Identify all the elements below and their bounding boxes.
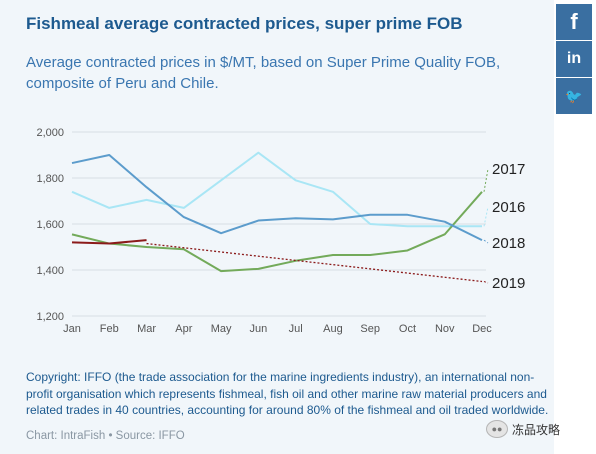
- x-tick-label: Oct: [399, 323, 416, 335]
- y-tick-label: 1,800: [36, 173, 64, 185]
- x-tick-label: Jan: [63, 323, 81, 335]
- series-label-2016: 2016: [492, 199, 525, 216]
- twitter-share-button[interactable]: 🐦: [556, 78, 592, 114]
- x-tick-label: Aug: [323, 323, 343, 335]
- series-label-2017: 2017: [492, 161, 525, 178]
- x-axis-ticks: Jan Feb Mar Apr May Jun Jul Aug Sep Oct Nov Dec: [63, 323, 492, 335]
- y-tick-label: 2,000: [36, 127, 64, 139]
- series-line-2017: [71, 191, 483, 273]
- chart-credit: Chart: IntraFish • Source: IFFO: [26, 430, 185, 442]
- linkedin-icon: in: [566, 50, 582, 67]
- chart-card: Fishmeal average contracted prices, supe…: [0, 0, 554, 454]
- facebook-icon: f: [570, 9, 578, 34]
- x-tick-label: Dec: [472, 323, 492, 335]
- label-leader-2019: [483, 281, 489, 284]
- x-tick-label: Nov: [435, 323, 455, 335]
- twitter-icon: 🐦: [565, 87, 583, 104]
- y-axis-ticks: 1,200 1,400 1,600 1,800 2,000: [36, 127, 64, 323]
- trend-line-2019: [146, 242, 483, 283]
- linkedin-share-button[interactable]: in: [556, 41, 592, 77]
- watermark-text: 冻品攻略: [512, 422, 561, 437]
- x-tick-label: Jul: [289, 323, 303, 335]
- series-label-2018: 2018: [492, 235, 525, 252]
- y-tick-label: 1,200: [36, 311, 64, 323]
- x-tick-label: Sep: [360, 323, 380, 335]
- series-line-2016: [71, 151, 482, 228]
- x-tick-label: Mar: [137, 323, 156, 335]
- label-leader-2017: [483, 168, 489, 192]
- x-tick-label: Apr: [175, 323, 192, 335]
- y-tick-label: 1,400: [36, 265, 64, 277]
- grid-lines: [72, 131, 486, 317]
- line-chart: 1,200 1,400 1,600 1,800 2,000 Jan Feb Mar Apr Ma…: [36, 127, 525, 335]
- facebook-share-button[interactable]: f: [556, 4, 592, 40]
- series-line-2018: [71, 154, 483, 241]
- x-tick-label: May: [211, 323, 232, 335]
- series-label-2019: 2019: [492, 275, 525, 292]
- copyright-note: Copyright: IFFO (the trade association f…: [26, 370, 549, 417]
- label-leader-2016: [483, 206, 489, 227]
- chart-title: Fishmeal average contracted prices, supe…: [26, 14, 463, 33]
- y-tick-label: 1,600: [36, 219, 64, 231]
- x-tick-label: Feb: [100, 323, 119, 335]
- chart-subtitle: Average contracted prices in $/MT, based…: [26, 54, 501, 92]
- label-leader-2018: [483, 239, 489, 244]
- series-end-labels: 2017 2016 2018 2019: [483, 161, 525, 292]
- wechat-icon: ●●: [486, 420, 508, 438]
- wechat-watermark: ●● 冻品攻略: [486, 420, 560, 438]
- series-line-2019: [71, 239, 147, 245]
- x-tick-label: Jun: [249, 323, 267, 335]
- series-lines: [71, 151, 483, 283]
